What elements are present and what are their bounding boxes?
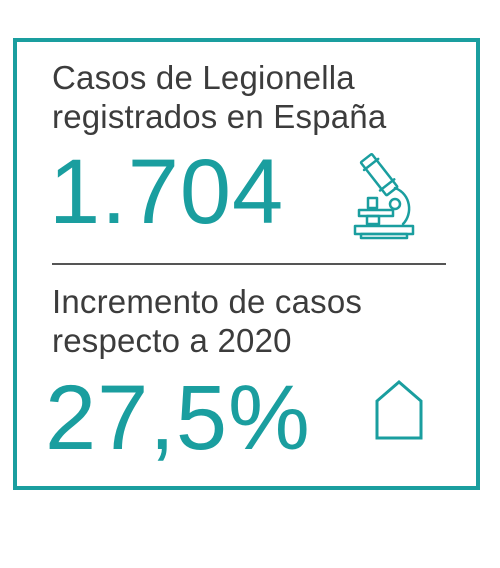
section-divider — [52, 263, 446, 265]
increase-label-line-2: respecto a 2020 — [52, 322, 292, 359]
cases-value: 1.704 — [49, 141, 285, 243]
cases-label-line-1: Casos de Legionella — [52, 59, 355, 96]
infographic-card: Casos de Legionella registrados en Españ… — [13, 38, 480, 490]
increase-label: Incremento de casos respecto a 2020 — [52, 282, 362, 360]
microscope-icon — [353, 148, 415, 244]
cases-label: Casos de Legionella registrados en Españ… — [52, 58, 386, 136]
increase-value: 27,5% — [45, 367, 311, 469]
cases-label-line-2: registrados en España — [52, 98, 387, 135]
house-icon — [374, 379, 424, 441]
increase-label-line-1: Incremento de casos — [52, 283, 363, 320]
